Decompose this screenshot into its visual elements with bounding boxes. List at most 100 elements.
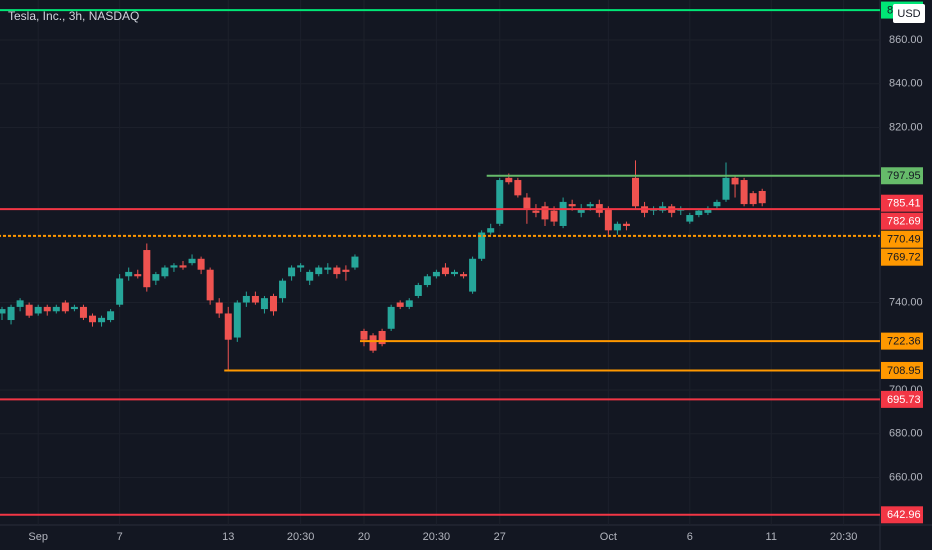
candle-body <box>315 267 323 275</box>
x-tick-label: 20:30 <box>830 531 858 543</box>
price-tag <box>881 194 923 212</box>
candle-body <box>251 295 259 303</box>
candle-body <box>89 315 96 323</box>
candle-body <box>306 271 314 281</box>
candle-body <box>451 271 458 275</box>
candle-body <box>550 210 558 222</box>
candle-body <box>604 208 612 231</box>
candle-body <box>224 313 232 340</box>
price-tag-label: 785.41 <box>887 198 921 210</box>
candle-body <box>360 330 368 340</box>
candle-body <box>0 309 6 314</box>
candle-body <box>43 306 51 312</box>
candle-body <box>704 208 712 213</box>
candle-body <box>469 258 477 292</box>
candle-body <box>270 295 277 312</box>
chart-title: Tesla, Inc., 3h, NASDAQ <box>8 9 139 23</box>
price-tag <box>881 506 923 524</box>
candle-body <box>206 269 214 301</box>
x-tick-label: 11 <box>766 531 777 543</box>
candle-body <box>70 306 78 310</box>
candle-body <box>7 306 15 321</box>
candle-body <box>16 300 24 307</box>
candle-body <box>170 265 178 268</box>
candle-body <box>613 223 621 231</box>
candle-body <box>288 267 296 277</box>
candle-body <box>233 302 241 338</box>
price-tag <box>881 332 923 350</box>
candle-body <box>242 295 250 303</box>
candle-body <box>134 274 142 277</box>
candle-body <box>523 197 531 209</box>
candle-body <box>34 306 42 314</box>
x-tick-label: 7 <box>117 531 123 543</box>
candle-body <box>749 193 757 205</box>
price-tag <box>881 230 923 248</box>
candle-body <box>713 201 721 207</box>
candle-body <box>586 204 594 207</box>
price-tag-label: 770.49 <box>887 234 921 246</box>
candle-body <box>532 210 540 213</box>
candle-body <box>722 177 730 200</box>
candle-body <box>441 267 449 275</box>
x-tick-label: 6 <box>687 531 693 543</box>
x-tick-label: 20:30 <box>287 531 315 543</box>
candle-body <box>215 302 223 314</box>
price-tag-label: 642.96 <box>887 509 921 521</box>
candle-body <box>396 302 404 307</box>
candle-body <box>351 256 359 268</box>
candle-body <box>333 267 341 275</box>
candle-body <box>541 206 549 220</box>
price-tag <box>881 361 923 379</box>
price-tag-label: 695.73 <box>887 394 921 406</box>
y-tick-label: 680.00 <box>889 428 923 440</box>
candle-body <box>107 311 115 321</box>
candle-body <box>577 208 585 213</box>
price-tag <box>881 167 923 185</box>
candle-body <box>98 317 106 323</box>
price-tag <box>881 248 923 266</box>
candle-body <box>342 269 350 272</box>
candle-body <box>432 271 440 277</box>
candle-body <box>423 276 431 286</box>
price-tag <box>881 390 923 408</box>
candle-body <box>179 265 187 268</box>
candle-body <box>758 190 766 204</box>
candle-body <box>632 177 639 207</box>
currency-box <box>893 4 925 23</box>
x-tick-label: Oct <box>600 531 617 543</box>
y-tick-label: 820.00 <box>889 121 923 133</box>
candle-body <box>387 306 395 329</box>
y-tick-label: 860.00 <box>889 34 923 46</box>
x-tick-label: 13 <box>222 531 234 543</box>
candle-body <box>197 258 205 270</box>
x-tick-label: 20:30 <box>423 531 451 543</box>
price-tag-label: 722.36 <box>887 336 921 348</box>
candle-body <box>496 180 504 224</box>
candle-body <box>188 258 196 264</box>
candle-body <box>487 228 495 233</box>
price-tag-label: 797.95 <box>887 170 921 182</box>
candle-body <box>152 274 160 281</box>
price-tag-label: 708.95 <box>887 365 921 377</box>
candle-body <box>568 204 576 207</box>
y-tick-label: 740.00 <box>889 296 923 308</box>
candle-body <box>25 304 33 316</box>
candle-body <box>740 180 748 205</box>
y-tick-label: 840.00 <box>889 78 923 90</box>
candle-body <box>279 280 287 299</box>
candle-body <box>125 271 133 277</box>
candle-body <box>686 215 694 222</box>
candle-body <box>559 201 567 226</box>
candle-body <box>695 210 703 216</box>
candle-body <box>460 274 468 277</box>
candle-body <box>116 278 124 305</box>
price-tag-label: 769.72 <box>887 252 921 264</box>
candle-body <box>79 306 87 318</box>
x-tick-label: Sep <box>28 531 48 543</box>
candle-body <box>414 285 422 296</box>
candle-body <box>405 300 413 307</box>
x-tick-label: 27 <box>494 531 506 543</box>
price-tag <box>881 212 923 230</box>
